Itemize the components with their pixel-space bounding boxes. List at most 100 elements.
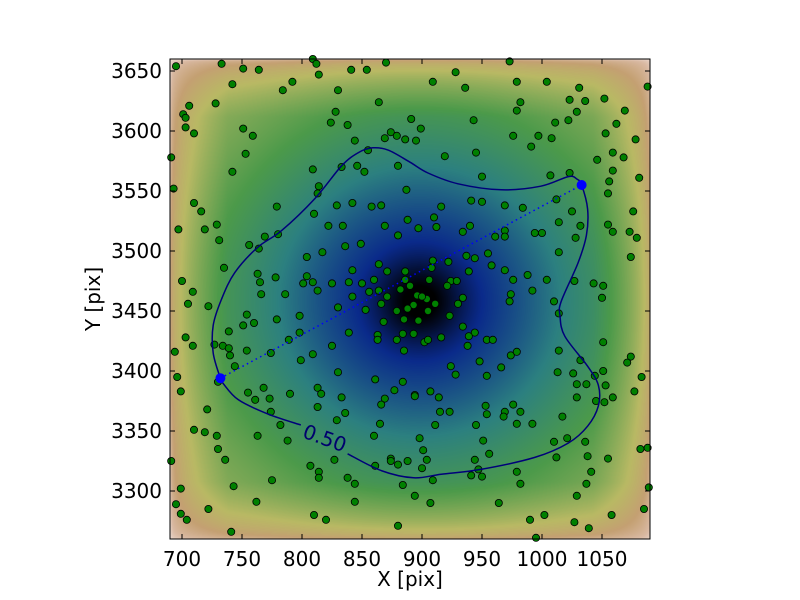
data-point	[326, 118, 335, 127]
data-point	[581, 437, 590, 446]
data-point	[463, 341, 472, 350]
data-point	[593, 155, 602, 164]
data-point	[512, 347, 521, 356]
axis-ticks: 700 750 800 850 900 950 1000 1050 3300 3350 3400 34…	[111, 59, 650, 571]
data-point	[570, 518, 579, 527]
data-point	[601, 129, 610, 138]
data-point	[607, 510, 616, 519]
data-point	[425, 275, 434, 284]
data-point	[458, 322, 467, 331]
data-point	[398, 480, 407, 489]
data-point	[392, 306, 401, 315]
data-point	[512, 419, 521, 428]
data-point	[530, 228, 539, 237]
data-point	[428, 256, 437, 265]
data-point	[551, 118, 560, 127]
data-point	[357, 279, 366, 288]
data-point	[189, 129, 198, 138]
data-point	[217, 59, 226, 68]
data-point	[608, 166, 617, 175]
data-point	[527, 142, 536, 151]
data-point	[626, 352, 635, 361]
data-point	[410, 392, 419, 401]
data-point	[604, 189, 613, 198]
data-point	[546, 171, 555, 180]
data-point	[396, 285, 405, 294]
data-point	[509, 275, 518, 284]
y-tick-label: 3450	[111, 299, 162, 323]
data-point	[644, 483, 653, 492]
data-point	[523, 270, 532, 279]
y-axis-label: Y [pix]	[81, 267, 105, 332]
data-point	[361, 305, 370, 314]
data-point	[565, 168, 574, 177]
data-point	[313, 286, 322, 295]
data-point	[426, 498, 435, 507]
data-point	[312, 59, 321, 68]
data-point	[572, 107, 581, 116]
y-tick-label: 3600	[111, 119, 162, 143]
data-point	[470, 455, 479, 464]
data-point	[576, 221, 585, 230]
data-point	[572, 393, 581, 402]
data-point	[427, 263, 436, 272]
data-point	[283, 436, 292, 445]
data-point	[343, 473, 352, 482]
data-point	[242, 346, 251, 355]
data-point	[392, 131, 401, 140]
contour-line	[211, 146, 601, 479]
data-point	[313, 402, 322, 411]
data-point	[331, 107, 340, 116]
data-point	[182, 515, 191, 524]
data-point	[181, 333, 190, 342]
data-point	[229, 482, 238, 491]
x-tick-label: 700	[163, 547, 201, 571]
data-point	[386, 128, 395, 137]
data-point	[605, 177, 614, 186]
data-point	[632, 233, 641, 242]
data-point	[600, 94, 609, 103]
data-point	[183, 299, 192, 308]
data-point	[411, 136, 420, 145]
data-point	[584, 524, 593, 533]
y-tick-label: 3650	[111, 59, 162, 83]
data-point	[356, 239, 365, 248]
data-point	[239, 321, 248, 330]
data-point	[589, 279, 598, 288]
data-point	[581, 97, 590, 106]
data-point	[295, 328, 304, 337]
data-point	[409, 300, 418, 309]
data-point	[506, 351, 515, 360]
data-point	[558, 412, 567, 421]
data-point	[479, 436, 488, 445]
data-point	[437, 202, 446, 211]
data-point	[467, 196, 476, 205]
data-point	[572, 380, 581, 389]
data-point	[189, 425, 198, 434]
data-point	[170, 347, 179, 356]
data-point	[212, 220, 221, 229]
data-point	[227, 527, 236, 536]
data-point	[185, 101, 194, 110]
data-point	[516, 407, 525, 416]
data-point	[426, 387, 435, 396]
data-point	[332, 201, 341, 210]
data-point	[211, 99, 220, 108]
data-point	[563, 434, 572, 443]
data-point	[532, 533, 541, 542]
data-point	[599, 281, 608, 290]
data-point	[604, 220, 613, 229]
data-point	[173, 372, 182, 381]
data-point	[491, 232, 500, 241]
data-point	[477, 472, 486, 481]
data-point	[332, 416, 341, 425]
data-point	[505, 297, 514, 306]
data-point	[242, 310, 251, 319]
data-point	[512, 467, 521, 476]
data-point	[569, 369, 578, 378]
data-point	[219, 263, 228, 272]
data-point	[414, 224, 423, 233]
data-point	[469, 116, 478, 125]
data-point	[348, 292, 357, 301]
data-point	[177, 276, 186, 285]
